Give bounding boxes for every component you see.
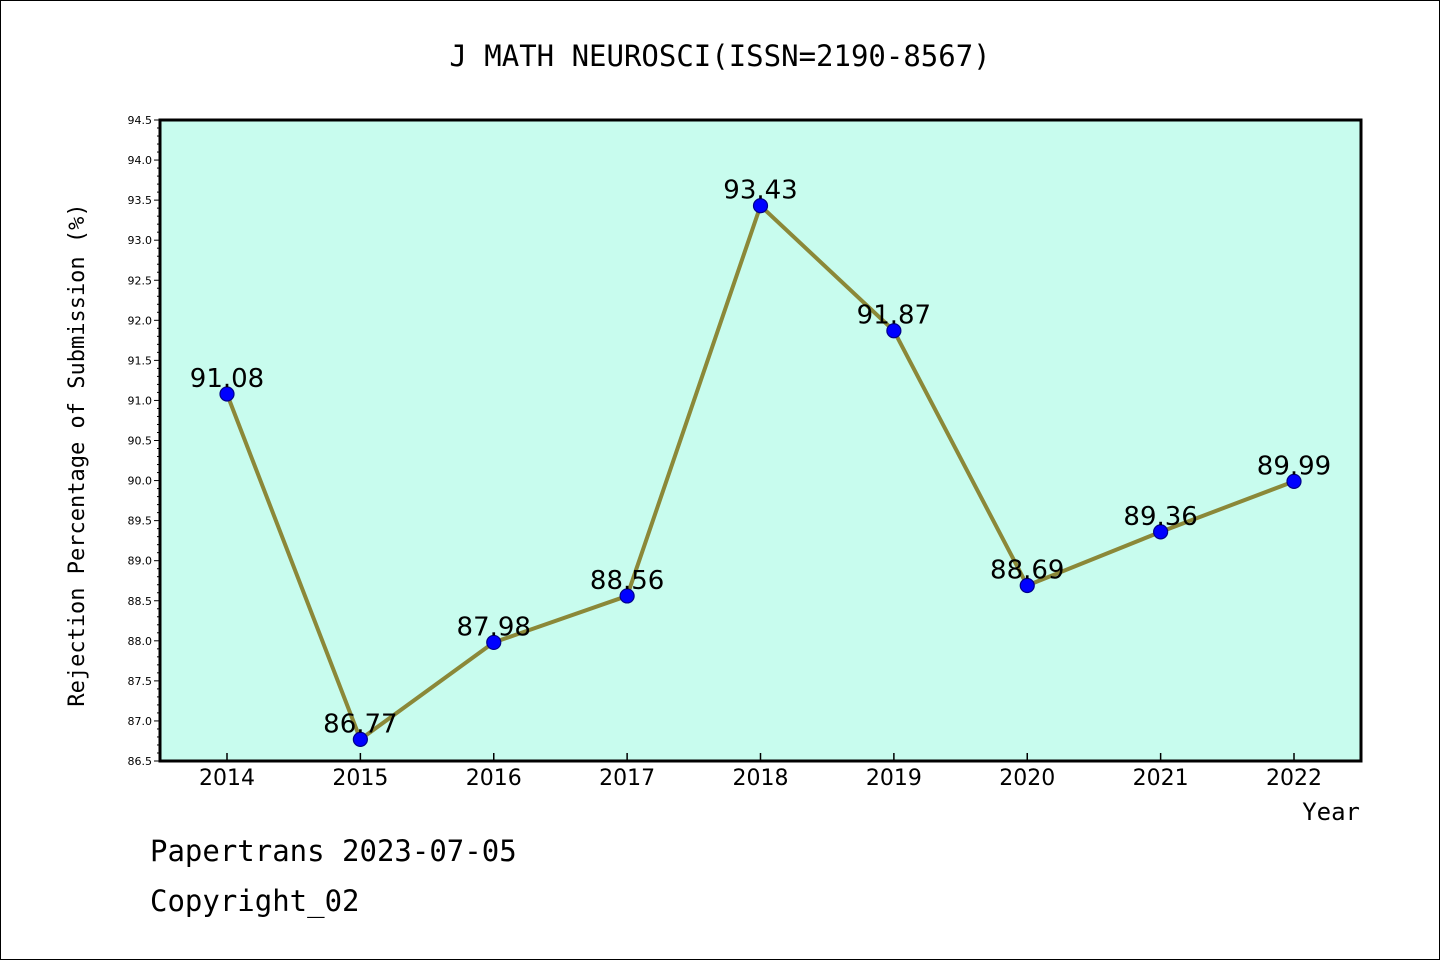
y-tick-label: 87.5: [128, 675, 153, 688]
data-label: 89.36: [1123, 502, 1197, 532]
y-tick-label: 90.5: [128, 435, 153, 448]
x-tick-label: 2022: [1266, 766, 1322, 791]
y-tick-label: 88.5: [128, 595, 153, 608]
data-point: [752, 198, 769, 214]
y-axis-label: Rejection Percentage of Submission (%): [65, 203, 90, 706]
y-tick-label: 91.0: [128, 394, 153, 407]
x-tick-label: 2014: [199, 766, 255, 791]
data-labels: 91.08 86.77 87.98 88.56 93.43 91.87 88.69 89.36…: [190, 176, 1331, 740]
data-point: [1153, 524, 1169, 540]
x-axis-label: Year: [1302, 798, 1360, 826]
y-tick-label: 87.0: [128, 715, 153, 728]
y-tick-label: 88.0: [128, 635, 153, 648]
x-tick-label: 2020: [999, 766, 1055, 791]
data-points: [219, 198, 1302, 747]
data-label: 87.98: [457, 612, 531, 642]
y-tick-label: 94.5: [128, 114, 153, 127]
y-tick-label: 90.0: [128, 475, 153, 488]
y-tick-label: 94.0: [128, 154, 153, 167]
x-tick-label: 2016: [466, 766, 522, 791]
data-point: [1019, 577, 1035, 594]
x-tick-label: 2021: [1133, 766, 1189, 791]
y-tick-label: 91.5: [128, 354, 153, 367]
data-point: [486, 634, 502, 651]
data-label: 91.87: [857, 301, 931, 331]
data-label: 91.08: [190, 364, 264, 394]
y-tick-label: 93.5: [128, 194, 153, 207]
data-label: 93.43: [723, 176, 797, 206]
y-axis: 86.5 87.0 87.5 88.0 88.5 89.0 89.5 90.0 90.5 91.0…: [128, 114, 160, 768]
footer-date: Papertrans 2023-07-05: [150, 834, 517, 868]
footer-copyright: Copyright_02: [150, 884, 360, 918]
data-point: [352, 731, 368, 747]
x-tick-label: 2017: [599, 766, 655, 791]
x-tick-label: 2018: [733, 766, 789, 791]
data-point: [219, 386, 235, 402]
data-point: [619, 588, 635, 604]
y-tick-label: 93.0: [128, 234, 153, 247]
x-axis: 2014 2015 2016 2017 2018 2019 2020 2021 2022: [199, 753, 1322, 791]
y-tick-label: 86.5: [128, 755, 153, 768]
data-label: 88.69: [990, 556, 1064, 586]
plot-area: [158, 118, 1363, 763]
chart-title: J MATH NEUROSCI(ISSN=2190-8567): [449, 39, 990, 73]
y-tick-label: 89.5: [128, 515, 153, 528]
data-label: 88.56: [590, 566, 664, 596]
data-point: [1286, 473, 1302, 489]
y-tick-label: 92.5: [128, 274, 153, 287]
y-tick-label: 89.0: [128, 555, 153, 568]
data-label: 86.77: [323, 709, 397, 739]
x-tick-label: 2019: [866, 766, 922, 791]
y-tick-label: 92.0: [128, 314, 153, 327]
x-tick-label: 2015: [332, 766, 388, 791]
data-label: 89.99: [1257, 451, 1331, 481]
data-point: [886, 323, 902, 339]
